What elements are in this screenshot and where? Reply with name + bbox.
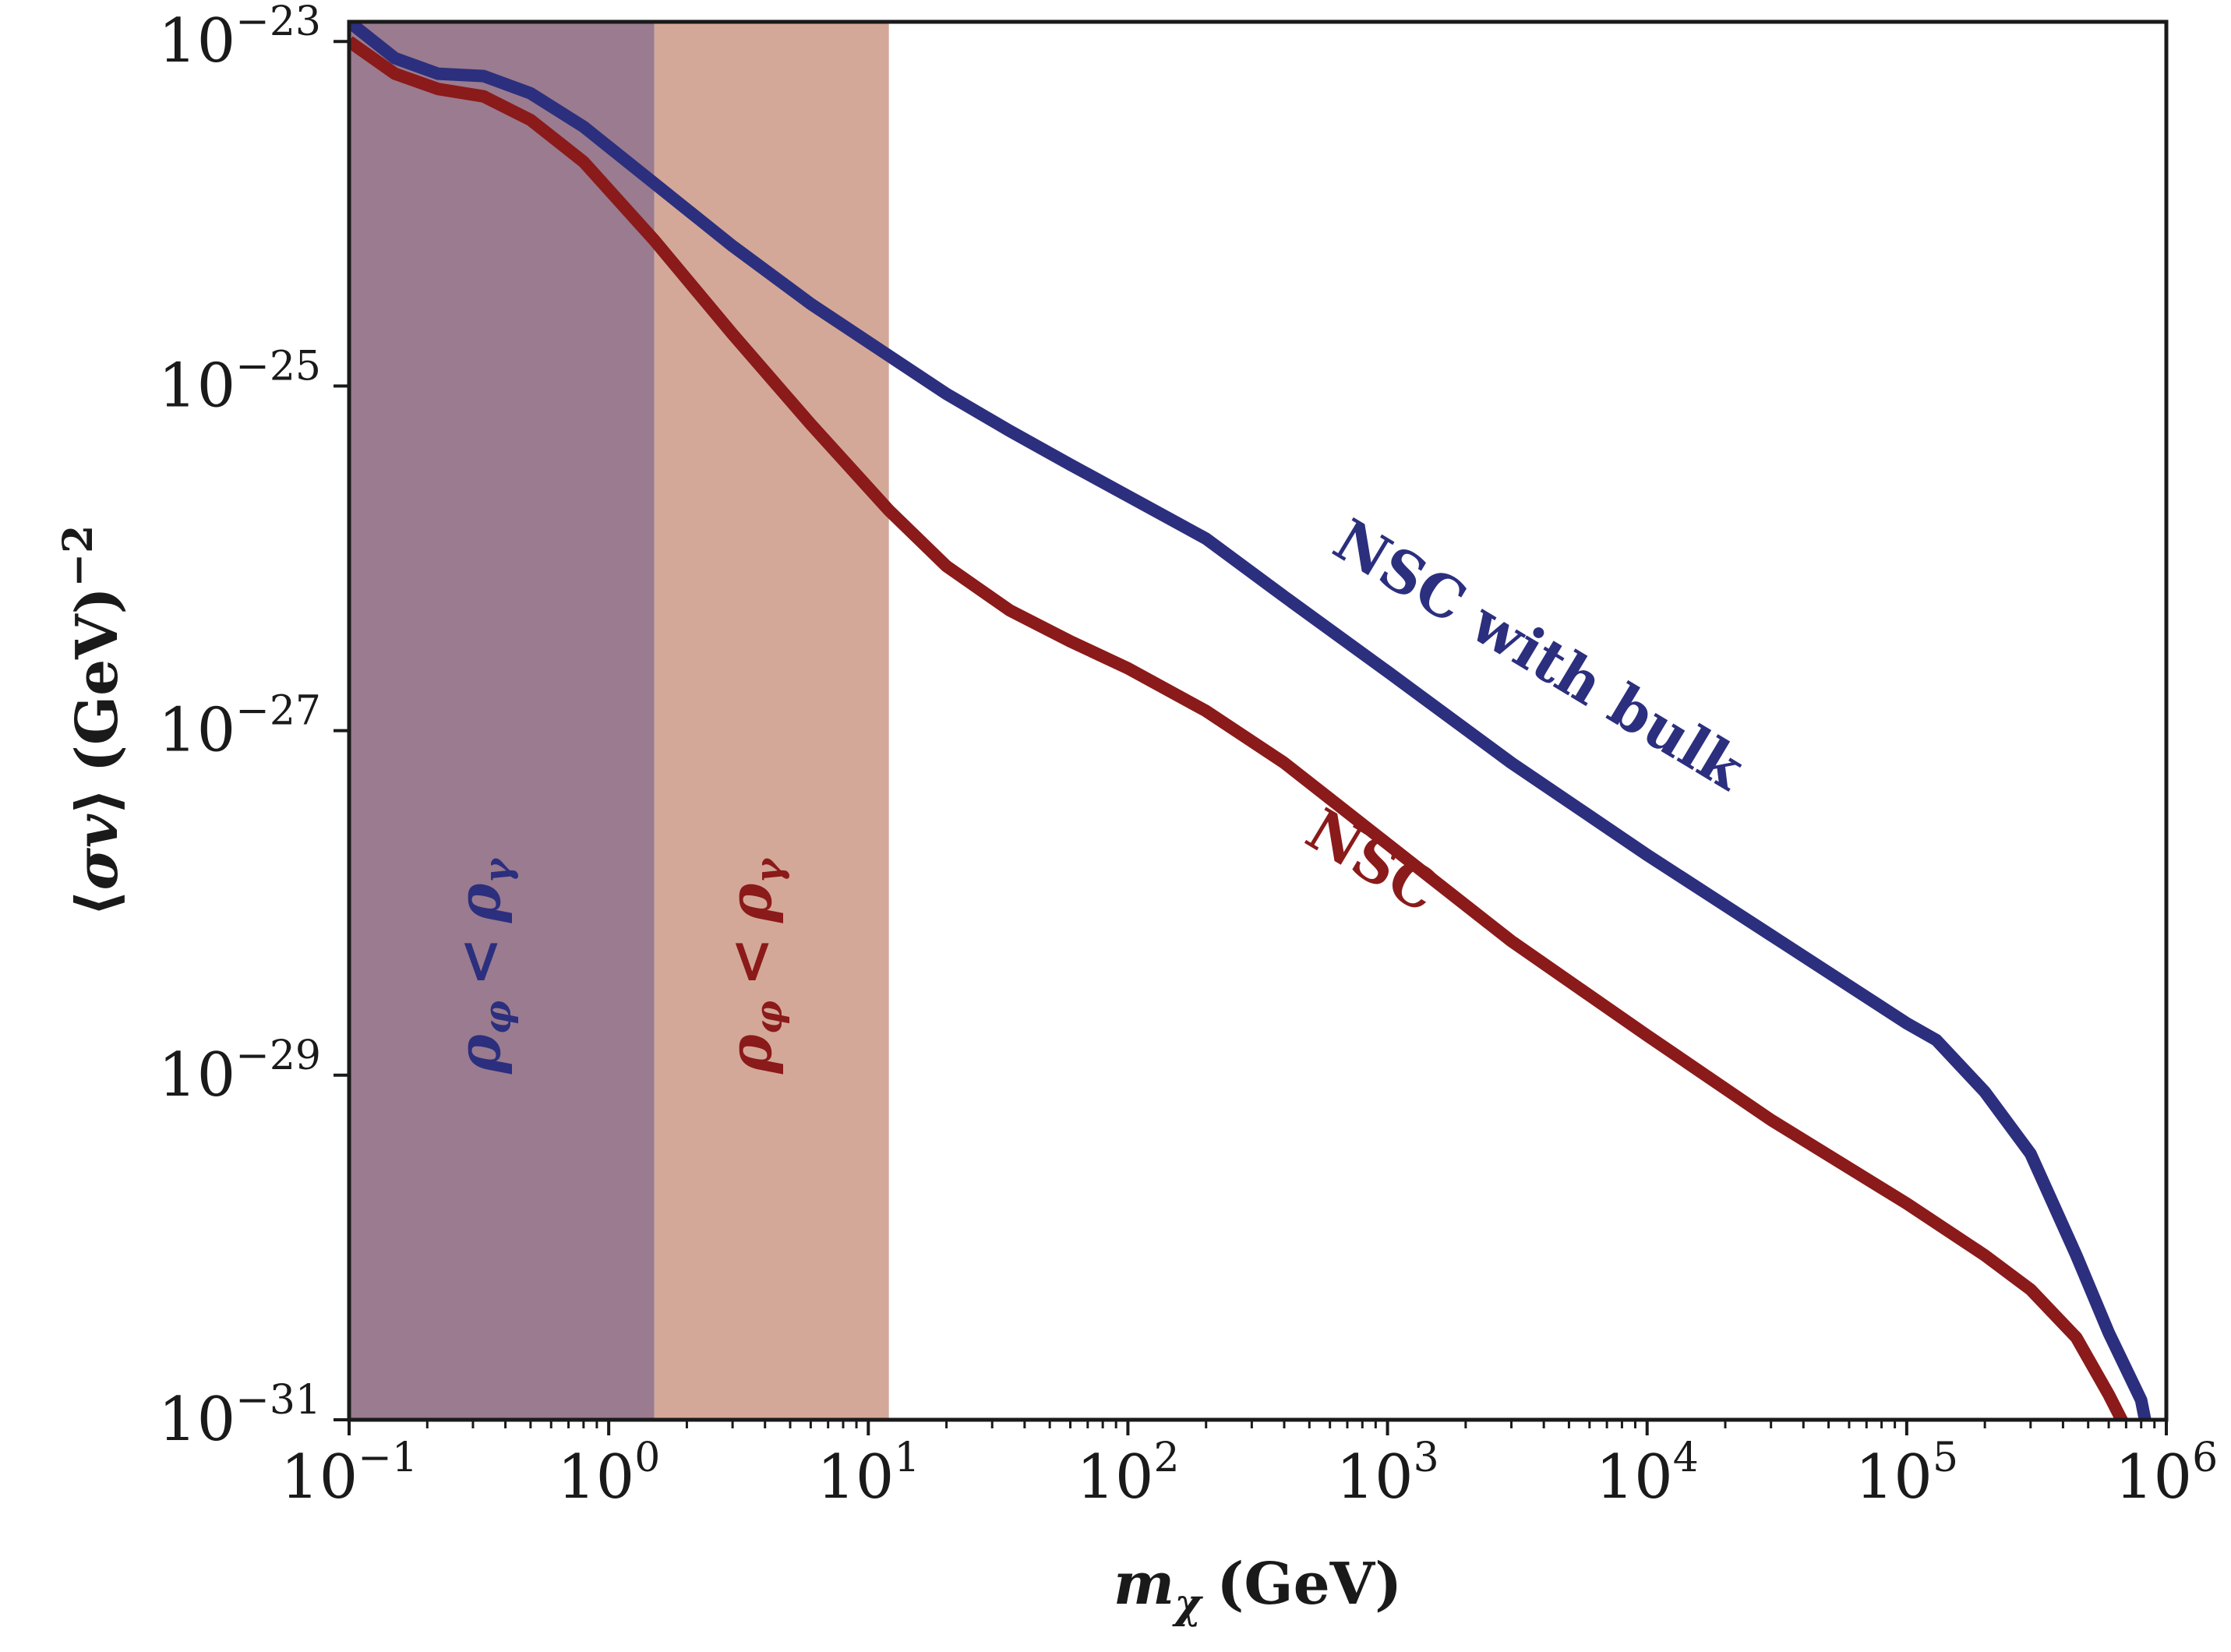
x-tick-base-4: 10: [1336, 1442, 1413, 1513]
x-tick-label-2: 101: [817, 1435, 920, 1513]
y-axis-title-unit: (GeV): [64, 587, 131, 772]
y-tick-base-4: 10: [158, 6, 235, 76]
region-bulk-label: ρφ<ργ: [444, 857, 520, 1075]
x-tick-base-2: 10: [817, 1442, 894, 1513]
y-axis-title: ⟨σv⟩ (GeV)−2: [55, 525, 131, 917]
y-axis-title-var: σv: [64, 814, 131, 891]
x-tick-exp-6: 5: [1933, 1435, 1958, 1481]
x-tick-label-1: 100: [557, 1435, 660, 1513]
x-tick-exp-4: 3: [1414, 1435, 1439, 1481]
x-tick-base-7: 10: [2115, 1442, 2192, 1513]
y-tick-exp-4: −23: [235, 0, 321, 45]
x-tick-exp-1: 0: [634, 1435, 660, 1481]
y-tick-exp-0: −31: [235, 1377, 321, 1424]
region-bulk-label-sub1: φ: [476, 1001, 520, 1034]
series-line-nsc-with-bulk: [349, 22, 2152, 1420]
region-nsc-label-rel: <: [715, 937, 785, 987]
x-tick-label-5: 104: [1596, 1435, 1699, 1513]
y-tick-base-1: 10: [158, 1040, 235, 1110]
x-axis-title-var: m: [1114, 1551, 1174, 1618]
y-tick-label-4: 10−23: [158, 0, 321, 76]
region-bulk-label-rel: <: [444, 937, 514, 987]
x-axis-title: mχ (GeV): [1114, 1551, 1402, 1628]
x-tick-exp-0: −1: [358, 1435, 418, 1481]
x-tick-base-6: 10: [1855, 1442, 1933, 1513]
x-tick-label-0: 10−1: [281, 1435, 418, 1513]
x-tick-label-7: 106: [2115, 1435, 2218, 1513]
y-axis-title-exp: −2: [55, 525, 102, 588]
y-tick-label-3: 10−25: [158, 343, 321, 421]
x-tick-exp-7: 6: [2192, 1435, 2218, 1481]
annotation-nsc-with-bulk: NSC with bulk: [1322, 507, 1756, 804]
region-nsc-label: ρφ<ργ: [715, 857, 791, 1075]
region-nsc-label-main: ρ: [715, 1034, 785, 1075]
region-bulk-label-main: ρ: [444, 1034, 514, 1075]
y-tick-base-3: 10: [158, 351, 235, 421]
x-axis-title-sub: χ: [1171, 1580, 1203, 1628]
x-tick-exp-3: 2: [1154, 1435, 1180, 1481]
plot-frame: [347, 19, 2169, 1422]
x-axis-title-unit: (GeV): [1216, 1551, 1402, 1618]
series-lines: [349, 22, 2152, 1420]
x-tick-exp-2: 1: [894, 1435, 920, 1481]
region-nsc: [654, 22, 889, 1420]
axes: 10−1 100 101 102 103 104 105 10610−3110−2910−27…: [158, 0, 2218, 1513]
region-nsc-label-sub1: φ: [747, 1001, 791, 1034]
x-tick-label-4: 103: [1336, 1435, 1439, 1513]
x-tick-label-3: 102: [1076, 1435, 1179, 1513]
x-tick-base-3: 10: [1076, 1442, 1153, 1513]
x-tick-base-5: 10: [1596, 1442, 1673, 1513]
y-tick-base-0: 10: [158, 1385, 235, 1455]
y-tick-label-1: 10−29: [158, 1032, 321, 1110]
region-bulk: [349, 22, 655, 1420]
region-nsc-label-main2: ρ: [715, 883, 785, 923]
x-tick-base-0: 10: [281, 1442, 358, 1513]
y-tick-label-0: 10−31: [158, 1377, 321, 1455]
x-tick-exp-5: 4: [1673, 1435, 1699, 1481]
y-tick-base-2: 10: [158, 696, 235, 766]
annotation-nsc: NSC: [1295, 796, 1450, 926]
x-tick-base-1: 10: [557, 1442, 634, 1513]
y-tick-exp-3: −25: [235, 343, 321, 390]
y-tick-exp-2: −27: [235, 688, 321, 735]
region-bulk-label-main2: ρ: [444, 883, 514, 923]
region-bulk-label-sub2: γ: [476, 857, 520, 884]
x-tick-label-6: 105: [1855, 1435, 1958, 1513]
y-axis-title-open: ⟨: [64, 891, 131, 917]
y-tick-label-2: 10−27: [158, 688, 321, 766]
y-tick-exp-1: −29: [235, 1032, 321, 1079]
region-nsc-label-sub2: γ: [747, 857, 791, 884]
series-line-nsc: [349, 36, 2129, 1420]
y-axis-title-close: ⟩: [64, 788, 131, 814]
